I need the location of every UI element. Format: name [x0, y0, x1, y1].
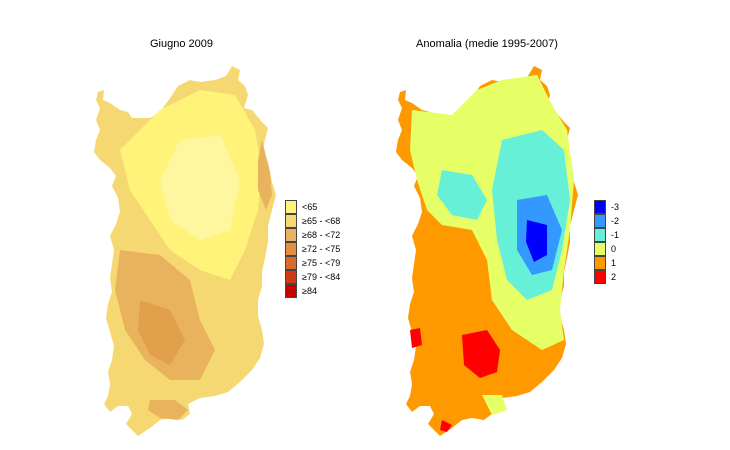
legend-swatch	[285, 214, 297, 228]
legend-label: ≥68 - <72	[302, 230, 341, 240]
legend-swatch	[594, 256, 606, 270]
legend-item: -1	[594, 228, 619, 242]
legend-item: <65	[285, 200, 317, 214]
legend-swatch	[285, 228, 297, 242]
legend-swatch	[285, 200, 297, 214]
legend-swatch	[594, 270, 606, 284]
legend-item: ≥79 - <84	[285, 270, 340, 284]
legend-item: ≥72 - <75	[285, 242, 340, 256]
legend-item: -2	[594, 214, 619, 228]
legend-label: ≥65 - <68	[302, 216, 341, 226]
legend-item: ≥68 - <72	[285, 228, 340, 242]
legend-item: 2	[594, 270, 616, 284]
legend-item: ≥84	[285, 284, 317, 298]
legend-item: ≥65 - <68	[285, 214, 340, 228]
legend-label: 2	[611, 272, 617, 282]
legend-swatch	[285, 256, 297, 270]
legend-label: -2	[611, 216, 620, 226]
left-map-title: Giugno 2009	[150, 38, 213, 50]
legend-swatch	[594, 214, 606, 228]
legend-item: ≥75 - <79	[285, 256, 340, 270]
legend-item: 1	[594, 256, 616, 270]
legend-label: ≥79 - <84	[302, 272, 341, 282]
legend-label: ≥84	[302, 286, 317, 296]
legend-label: 0	[611, 244, 617, 254]
legend-swatch	[594, 200, 606, 214]
legend-label: ≥75 - <79	[302, 258, 341, 268]
legend-swatch	[594, 228, 606, 242]
right-map-title: Anomalia (medie 1995-2007)	[416, 38, 558, 50]
legend-label: -3	[611, 202, 620, 212]
legend-label: <65	[302, 202, 318, 212]
legend-label: ≥72 - <75	[302, 244, 341, 254]
legend-item: -3	[594, 200, 619, 214]
legend-label: -1	[611, 230, 620, 240]
june-2009-map	[94, 66, 276, 436]
legend-swatch	[594, 242, 606, 256]
legend-swatch	[285, 270, 297, 284]
legend-item: 0	[594, 242, 616, 256]
legend-label: 1	[611, 258, 617, 268]
legend-swatch	[285, 284, 297, 298]
legend-swatch	[285, 242, 297, 256]
anomaly-map	[396, 66, 578, 436]
